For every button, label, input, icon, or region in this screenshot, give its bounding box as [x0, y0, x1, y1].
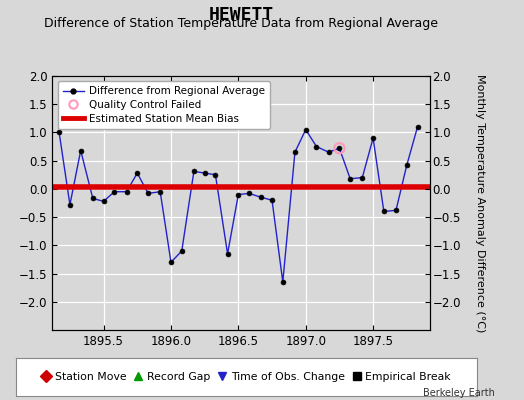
- Y-axis label: Monthly Temperature Anomaly Difference (°C): Monthly Temperature Anomaly Difference (…: [475, 74, 485, 332]
- Text: Berkeley Earth: Berkeley Earth: [423, 388, 495, 398]
- Legend: Difference from Regional Average, Quality Control Failed, Estimated Station Mean: Difference from Regional Average, Qualit…: [58, 81, 270, 129]
- Legend: Station Move, Record Gap, Time of Obs. Change, Empirical Break: Station Move, Record Gap, Time of Obs. C…: [38, 369, 454, 385]
- Point: [335, 145, 344, 152]
- Text: Difference of Station Temperature Data from Regional Average: Difference of Station Temperature Data f…: [44, 17, 438, 30]
- Text: HEWETT: HEWETT: [209, 6, 274, 24]
